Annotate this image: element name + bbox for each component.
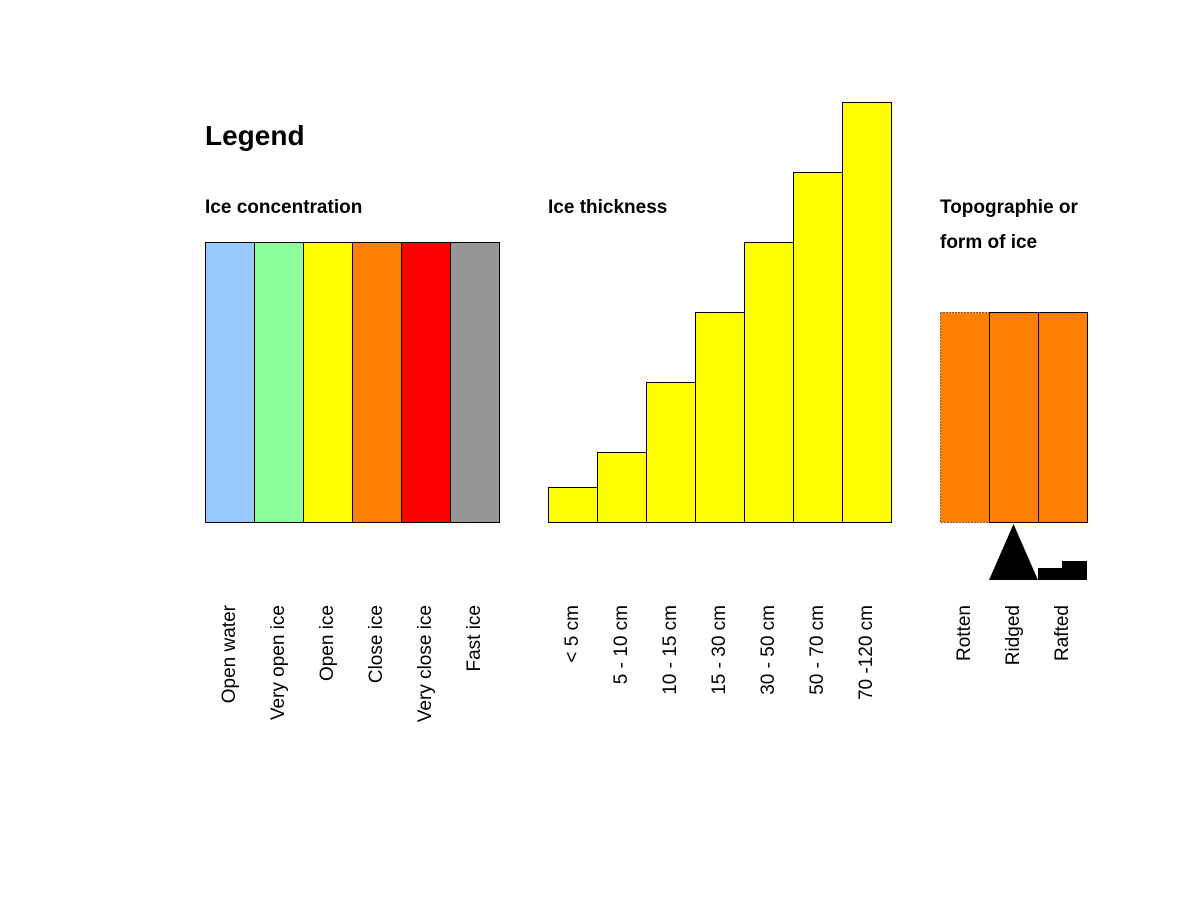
thickness-label-3: 15 - 30 cm: [709, 605, 730, 695]
thickness-label-2: 10 - 15 cm: [660, 605, 681, 695]
concentration-label-2: Open ice: [317, 605, 338, 681]
topography-swatch-2: [1038, 312, 1088, 523]
topography-label-2: Rafted: [1052, 605, 1073, 661]
concentration-swatch-0: [205, 242, 255, 523]
concentration-label-5: Fast ice: [464, 605, 485, 672]
topography-swatch-1: [989, 312, 1039, 523]
concentration-swatch-4: [401, 242, 451, 523]
topography-label-0: Rotten: [954, 605, 975, 661]
rafted-step-icon: [1038, 561, 1087, 580]
concentration-label-4: Very close ice: [415, 605, 436, 722]
concentration-swatch-3: [352, 242, 402, 523]
concentration-label-3: Close ice: [366, 605, 387, 683]
concentration-swatch-5: [450, 242, 500, 523]
thickness-title: Ice thickness: [548, 190, 667, 225]
thickness-label-5: 50 - 70 cm: [807, 605, 828, 695]
topography-title: Topographie or form of ice: [940, 190, 1078, 260]
thickness-bar-1: [597, 452, 647, 523]
ridged-triangle-icon: [989, 524, 1038, 580]
thickness-bar-5: [793, 172, 843, 523]
thickness-bar-2: [646, 382, 696, 523]
thickness-label-1: 5 - 10 cm: [611, 605, 632, 684]
topography-swatch-0: [940, 312, 990, 523]
thickness-bar-0: [548, 487, 598, 523]
topography-label-1: Ridged: [1003, 605, 1024, 665]
topography-title-line2: form of ice: [940, 232, 1038, 253]
thickness-bar-3: [695, 312, 745, 523]
legend-title: Legend: [205, 120, 305, 151]
concentration-title-text: Ice concentration: [205, 197, 363, 218]
thickness-title-text: Ice thickness: [548, 197, 668, 218]
thickness-bar-4: [744, 242, 794, 523]
concentration-title: Ice concentration: [205, 190, 362, 225]
topography-title-line1: Topographie or: [940, 197, 1078, 218]
thickness-label-4: 30 - 50 cm: [758, 605, 779, 695]
thickness-bar-6: [842, 102, 892, 523]
concentration-swatch-2: [303, 242, 353, 523]
thickness-label-6: 70 -120 cm: [856, 605, 877, 700]
concentration-swatch-1: [254, 242, 304, 523]
concentration-label-0: Open water: [219, 604, 240, 703]
thickness-label-0: < 5 cm: [562, 605, 583, 663]
concentration-label-1: Very open ice: [268, 605, 289, 720]
